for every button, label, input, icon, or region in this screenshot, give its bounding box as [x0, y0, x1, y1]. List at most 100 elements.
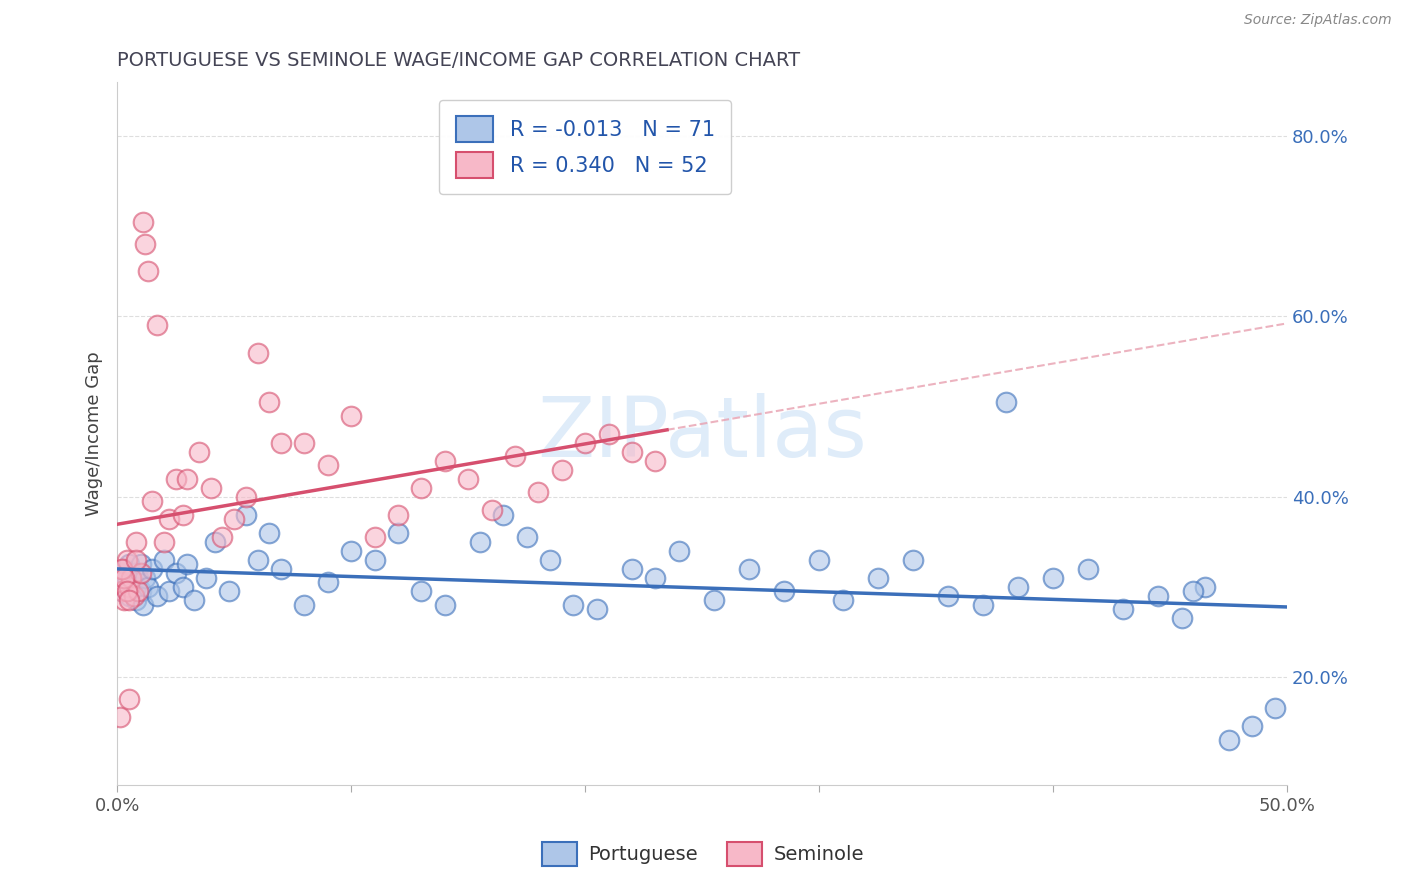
Point	[111, 584, 134, 599]
Point	[246, 345, 269, 359]
Point	[866, 571, 889, 585]
Point	[153, 552, 176, 566]
Point	[527, 485, 550, 500]
Point	[111, 566, 134, 581]
Point	[122, 589, 145, 603]
Point	[153, 534, 176, 549]
Point	[1194, 580, 1216, 594]
Point	[901, 552, 924, 566]
Point	[316, 458, 339, 472]
Y-axis label: Wage/Income Gap: Wage/Income Gap	[86, 351, 103, 516]
Point	[129, 566, 152, 581]
Point	[538, 552, 561, 566]
Point	[115, 584, 138, 599]
Point	[211, 530, 233, 544]
Point	[1077, 561, 1099, 575]
Point	[738, 561, 761, 575]
Point	[146, 318, 169, 333]
Point	[481, 503, 503, 517]
Point	[111, 584, 134, 599]
Point	[259, 525, 281, 540]
Point	[259, 395, 281, 409]
Point	[235, 508, 257, 522]
Point	[620, 444, 643, 458]
Point	[125, 580, 148, 594]
Point	[188, 444, 211, 458]
Point	[108, 710, 131, 724]
Point	[1112, 602, 1135, 616]
Point	[831, 593, 853, 607]
Point	[492, 508, 515, 522]
Point	[204, 534, 226, 549]
Point	[387, 508, 409, 522]
Point	[411, 584, 433, 599]
Point	[176, 557, 198, 571]
Point	[176, 472, 198, 486]
Legend: Portuguese, Seminole: Portuguese, Seminole	[534, 834, 872, 873]
Point	[141, 561, 163, 575]
Point	[703, 593, 725, 607]
Point	[111, 561, 134, 575]
Point	[120, 571, 142, 585]
Point	[112, 593, 135, 607]
Point	[195, 571, 218, 585]
Point	[598, 426, 620, 441]
Point	[503, 449, 526, 463]
Point	[433, 598, 456, 612]
Point	[129, 584, 152, 599]
Point	[995, 395, 1018, 409]
Point	[936, 589, 959, 603]
Point	[146, 589, 169, 603]
Point	[218, 584, 240, 599]
Point	[457, 472, 479, 486]
Point	[115, 552, 138, 566]
Point	[1240, 719, 1263, 733]
Point	[157, 584, 180, 599]
Point	[1264, 701, 1286, 715]
Point	[129, 557, 152, 571]
Point	[1218, 732, 1240, 747]
Point	[134, 571, 156, 585]
Point	[157, 512, 180, 526]
Point	[112, 571, 135, 585]
Point	[516, 530, 538, 544]
Point	[363, 530, 385, 544]
Legend: R = -0.013   N = 71, R = 0.340   N = 52: R = -0.013 N = 71, R = 0.340 N = 52	[439, 100, 731, 194]
Point	[773, 584, 796, 599]
Point	[1042, 571, 1064, 585]
Point	[136, 264, 159, 278]
Point	[363, 552, 385, 566]
Point	[115, 571, 138, 585]
Point	[136, 580, 159, 594]
Point	[340, 409, 363, 423]
Point	[141, 494, 163, 508]
Point	[1171, 611, 1194, 625]
Point	[118, 593, 141, 607]
Point	[183, 593, 205, 607]
Point	[125, 593, 148, 607]
Point	[127, 571, 149, 585]
Point	[808, 552, 831, 566]
Point	[644, 453, 666, 467]
Point	[125, 534, 148, 549]
Point	[112, 580, 135, 594]
Point	[433, 453, 456, 467]
Point	[165, 472, 187, 486]
Point	[108, 575, 131, 590]
Point	[644, 571, 666, 585]
Point	[292, 435, 315, 450]
Text: ZIPatlas: ZIPatlas	[537, 393, 868, 474]
Point	[574, 435, 596, 450]
Point	[668, 543, 690, 558]
Point	[246, 552, 269, 566]
Point	[127, 584, 149, 599]
Text: Source: ZipAtlas.com: Source: ZipAtlas.com	[1244, 13, 1392, 28]
Point	[118, 580, 141, 594]
Point	[270, 435, 292, 450]
Text: PORTUGUESE VS SEMINOLE WAGE/INCOME GAP CORRELATION CHART: PORTUGUESE VS SEMINOLE WAGE/INCOME GAP C…	[117, 51, 800, 70]
Point	[620, 561, 643, 575]
Point	[551, 462, 574, 476]
Point	[111, 561, 134, 575]
Point	[118, 589, 141, 603]
Point	[585, 602, 607, 616]
